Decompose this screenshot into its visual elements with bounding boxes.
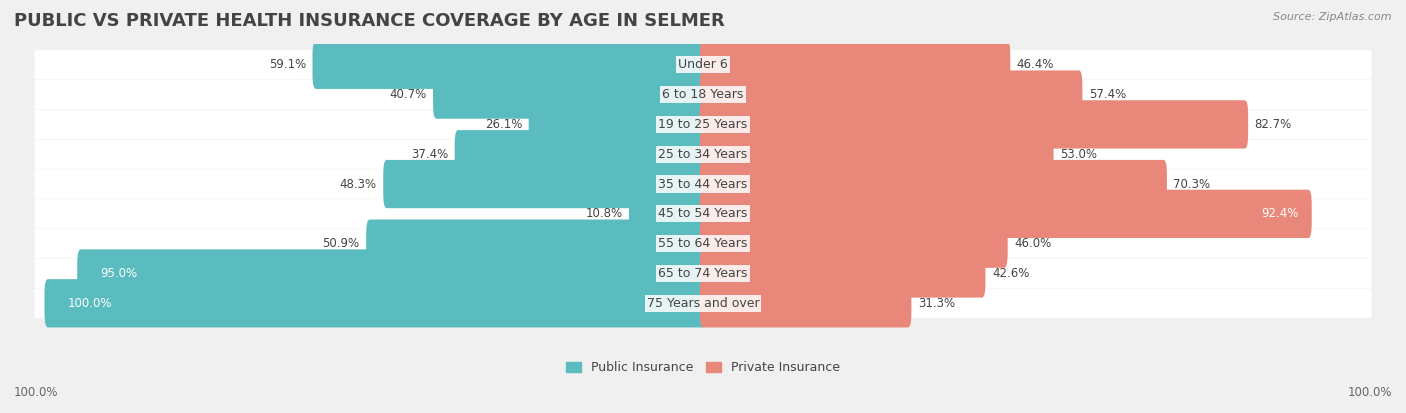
FancyBboxPatch shape [35, 289, 1371, 318]
FancyBboxPatch shape [700, 249, 986, 298]
FancyBboxPatch shape [700, 160, 1167, 208]
FancyBboxPatch shape [700, 220, 1008, 268]
Text: 35 to 44 Years: 35 to 44 Years [658, 178, 748, 190]
Text: 48.3%: 48.3% [340, 178, 377, 190]
Text: 46.4%: 46.4% [1017, 58, 1054, 71]
FancyBboxPatch shape [700, 279, 911, 328]
Text: PUBLIC VS PRIVATE HEALTH INSURANCE COVERAGE BY AGE IN SELMER: PUBLIC VS PRIVATE HEALTH INSURANCE COVER… [14, 12, 725, 31]
FancyBboxPatch shape [35, 169, 1371, 199]
Text: 59.1%: 59.1% [269, 58, 307, 71]
FancyBboxPatch shape [312, 40, 706, 89]
FancyBboxPatch shape [366, 220, 706, 268]
FancyBboxPatch shape [433, 71, 706, 119]
Text: 65 to 74 Years: 65 to 74 Years [658, 267, 748, 280]
FancyBboxPatch shape [454, 130, 706, 178]
FancyBboxPatch shape [700, 130, 1053, 178]
FancyBboxPatch shape [35, 50, 1371, 79]
Text: 100.0%: 100.0% [1347, 386, 1392, 399]
FancyBboxPatch shape [35, 140, 1371, 169]
Text: 40.7%: 40.7% [389, 88, 426, 101]
FancyBboxPatch shape [45, 279, 706, 328]
Text: 46.0%: 46.0% [1014, 237, 1052, 250]
FancyBboxPatch shape [384, 160, 706, 208]
FancyBboxPatch shape [35, 199, 1371, 228]
Text: Source: ZipAtlas.com: Source: ZipAtlas.com [1274, 12, 1392, 22]
Text: 53.0%: 53.0% [1060, 148, 1097, 161]
FancyBboxPatch shape [700, 40, 1011, 89]
Text: 37.4%: 37.4% [411, 148, 449, 161]
FancyBboxPatch shape [628, 190, 706, 238]
Text: 10.8%: 10.8% [585, 207, 623, 221]
Text: 100.0%: 100.0% [67, 297, 112, 310]
Text: 57.4%: 57.4% [1088, 88, 1126, 101]
FancyBboxPatch shape [77, 249, 706, 298]
Text: 95.0%: 95.0% [100, 267, 138, 280]
Text: 31.3%: 31.3% [918, 297, 955, 310]
Text: 100.0%: 100.0% [14, 386, 59, 399]
Text: 55 to 64 Years: 55 to 64 Years [658, 237, 748, 250]
Text: 25 to 34 Years: 25 to 34 Years [658, 148, 748, 161]
FancyBboxPatch shape [35, 229, 1371, 258]
Text: 26.1%: 26.1% [485, 118, 522, 131]
Text: 75 Years and over: 75 Years and over [647, 297, 759, 310]
Text: Under 6: Under 6 [678, 58, 728, 71]
FancyBboxPatch shape [35, 80, 1371, 109]
FancyBboxPatch shape [35, 110, 1371, 139]
FancyBboxPatch shape [529, 100, 706, 149]
FancyBboxPatch shape [700, 190, 1312, 238]
Text: 70.3%: 70.3% [1174, 178, 1211, 190]
Text: 6 to 18 Years: 6 to 18 Years [662, 88, 744, 101]
Text: 50.9%: 50.9% [322, 237, 360, 250]
Text: 45 to 54 Years: 45 to 54 Years [658, 207, 748, 221]
FancyBboxPatch shape [35, 259, 1371, 288]
Text: 92.4%: 92.4% [1261, 207, 1299, 221]
Legend: Public Insurance, Private Insurance: Public Insurance, Private Insurance [567, 361, 839, 374]
Text: 19 to 25 Years: 19 to 25 Years [658, 118, 748, 131]
Text: 82.7%: 82.7% [1254, 118, 1292, 131]
FancyBboxPatch shape [700, 71, 1083, 119]
FancyBboxPatch shape [700, 100, 1249, 149]
Text: 42.6%: 42.6% [993, 267, 1029, 280]
